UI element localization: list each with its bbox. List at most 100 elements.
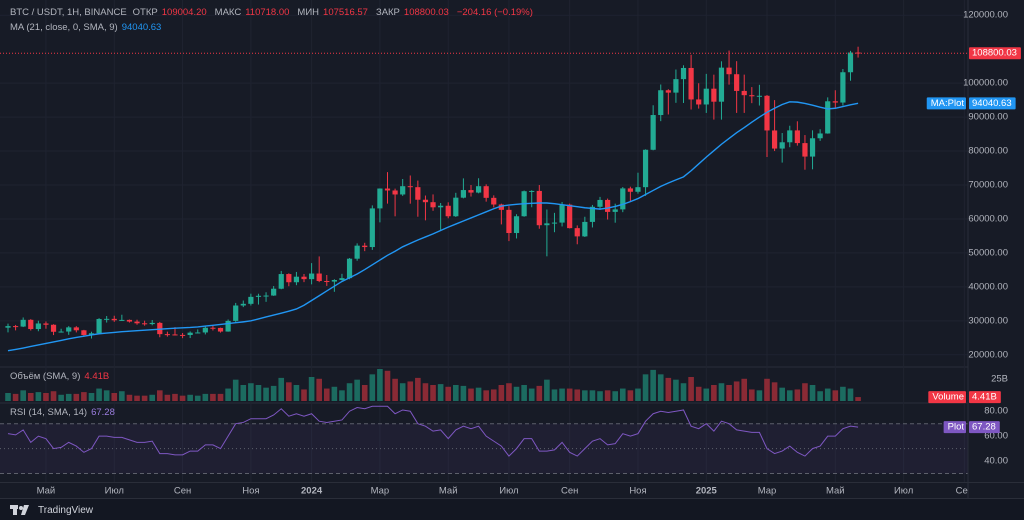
candle-body [650,115,656,150]
volume-bar [407,381,414,401]
volume-bar [718,383,725,401]
candle-body [627,188,633,192]
x-tick-label: Ноя [629,486,646,497]
tag-value-box [969,97,1016,110]
tags: 108800.03 MA:Plot 94040.63 Volume 4.41B Plot 6… [926,47,1021,434]
candle-body [635,187,641,192]
volume-bar [278,377,285,401]
volume-bar [657,374,664,401]
candle-body [142,323,148,325]
candle-body [43,323,49,325]
y-tick-label: 70000.00 [968,180,1008,191]
x-tick-label: Сен [561,486,578,497]
volume-bar [346,383,353,401]
candle-body [309,273,315,280]
volume-bar [50,391,57,401]
candle-body [453,197,459,217]
candle-body [104,318,110,320]
volume-bar [5,393,11,401]
volume-bar [635,388,641,401]
y-tick-label: 80.00 [984,406,1008,417]
grid [0,423,968,475]
volume-bar [270,385,277,401]
volume-bar [733,381,740,401]
volume-bar [430,385,436,401]
volume-bar [506,383,512,401]
volume-bar [703,388,710,401]
candle-body [5,326,11,328]
y-tick-label: 80000.00 [968,146,1008,157]
ma-line [7,101,859,352]
volume-bar [726,385,732,401]
candle-body [658,90,664,116]
candle-body [28,319,34,330]
candle-body [293,276,300,283]
volume-bar [574,389,581,401]
candle-body [210,327,216,329]
candle-body [460,190,466,198]
volume-bar [475,387,482,401]
candle-body [50,324,57,332]
tag-value: 4.41B [972,392,997,403]
candle-body [642,149,649,188]
candle-body [559,204,565,223]
x-tick-label: Мар [371,486,390,497]
candle-body [35,323,41,330]
candle-body [734,74,740,91]
candle-body [415,187,421,200]
candle-body [825,101,831,134]
volume-bar [149,394,156,401]
tag-label-box [928,391,966,404]
volume-bar [536,385,543,401]
ma-value: 94040.63 [121,22,162,33]
y-tick-label: 30000.00 [968,315,1008,326]
volume-bar [323,388,330,401]
candle-body [582,221,588,237]
y-tick-label: 25B [991,373,1008,384]
rsi-legend: RSI (14, SMA, 14) 67.28 [10,407,115,418]
volume-bar [81,392,87,401]
candle-body [248,296,254,304]
candle-body [407,186,413,188]
candle-body [316,273,322,282]
y-tick-label: 20000.00 [968,349,1008,360]
candle-body [574,228,580,237]
candle-body [483,186,489,198]
field-label: МАКС [214,7,242,18]
candle-body [567,204,573,229]
candle-body [195,332,201,334]
volume-bar [483,390,489,401]
x-tick-label: Май [439,486,458,497]
volume-bar [832,390,839,401]
volume-bar [12,393,19,401]
volume-bar [749,389,755,401]
volume-bar [217,393,224,401]
candle-body [73,327,79,331]
volume-bar [361,385,368,401]
candle-body [817,133,823,139]
brand[interactable]: TradingView [38,504,94,516]
volume-bar [202,393,209,401]
candle-body [498,204,504,210]
candle-body [126,319,133,322]
volume-bar [809,385,816,401]
volume-bar [126,394,133,401]
volume-bar [240,385,247,401]
tag-value-box [969,47,1021,60]
volume-bar [157,390,163,401]
volume-bar [445,386,452,401]
candle-body [255,295,262,297]
volume-bar [612,391,618,401]
y-tick-label: 60.00 [984,431,1008,442]
candle-body [81,330,87,335]
candle-body [612,209,618,212]
candle-body [111,318,117,321]
price-axis: 20000.00 30000.00 40000.00 50000.00 60000.00… [963,10,1008,467]
volume-bar [453,385,459,401]
volume-bar [688,377,694,401]
candle-body [536,190,542,226]
volume-bar [802,383,808,401]
volume-bar [855,397,861,401]
volume-bar [468,388,474,401]
